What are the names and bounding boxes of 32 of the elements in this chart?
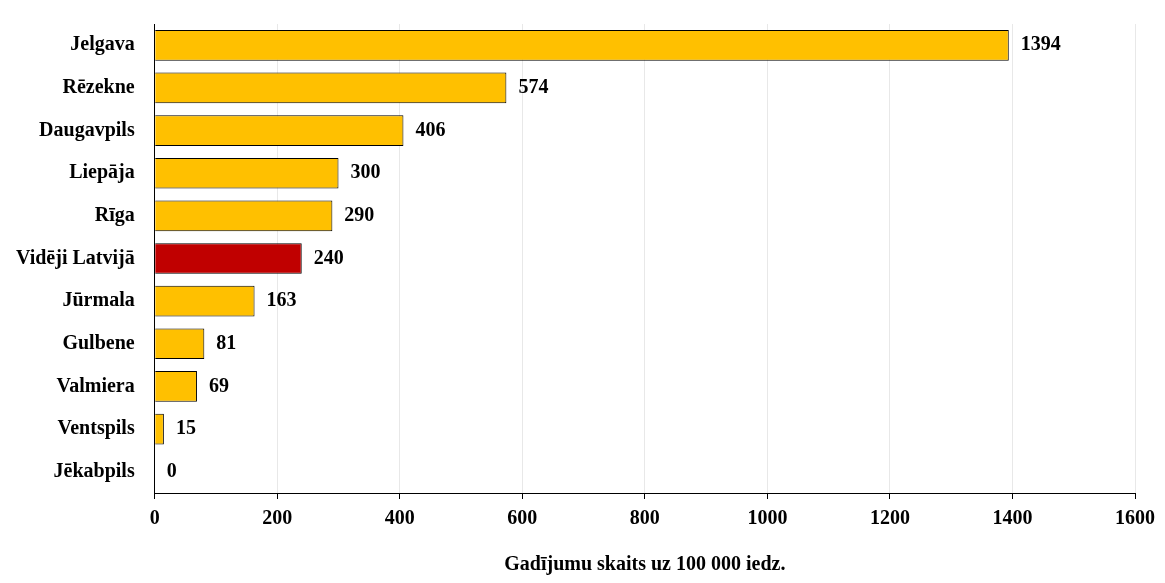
data-label: 163 — [266, 288, 297, 311]
x-tick-label: 400 — [384, 506, 415, 529]
y-tick-label: Jūrmala — [62, 288, 135, 311]
y-tick-label: Valmiera — [56, 373, 135, 396]
y-tick-label: Gulbene — [62, 330, 135, 353]
y-tick-label: Rīga — [94, 203, 135, 227]
x-tick-label: 200 — [262, 506, 293, 529]
y-tick-label: Jelgava — [70, 32, 135, 56]
x-tick-label: 1400 — [992, 506, 1033, 529]
y-tick-label: Vidēji Latvijā — [15, 245, 135, 269]
x-tick-label: 600 — [507, 506, 538, 529]
y-tick-label: Jēkabpils — [53, 458, 135, 482]
data-label: 290 — [344, 203, 375, 226]
x-tick-label: 1200 — [869, 506, 910, 529]
y-tick-label: Liepāja — [69, 160, 135, 184]
y-tick-label: Ventspils — [57, 416, 135, 440]
data-label: 574 — [518, 75, 549, 98]
data-label: 69 — [208, 373, 229, 396]
y-tick-label: Daugavpils — [39, 117, 135, 141]
data-label: 15 — [175, 416, 196, 439]
data-label: 1394 — [1020, 32, 1061, 55]
data-label: 300 — [350, 160, 381, 183]
x-tick-label: 800 — [629, 506, 660, 529]
x-axis-title: Gadījumu skaits uz 100 000 iedz. — [504, 552, 786, 576]
x-tick-label: 1000 — [747, 506, 788, 529]
y-tick-label: Rēzekne — [62, 75, 135, 98]
data-label: 240 — [313, 245, 344, 268]
x-tick-label: 0 — [149, 506, 160, 529]
x-tick-label: 1600 — [1115, 506, 1155, 529]
data-label: 0 — [166, 458, 177, 481]
data-label: 406 — [415, 117, 446, 140]
data-label: 81 — [216, 330, 237, 353]
